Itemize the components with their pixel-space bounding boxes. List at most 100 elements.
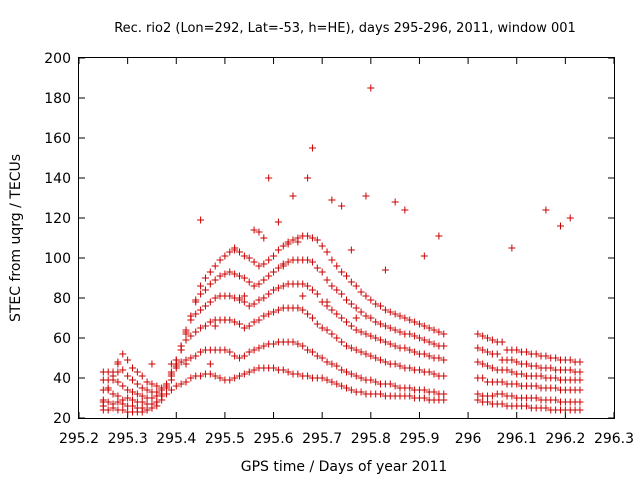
data-point [328,360,336,368]
y-tick: 160 [44,131,614,147]
data-point [114,398,122,406]
data-point [206,298,214,306]
data-point [537,372,545,380]
data-point [386,340,394,348]
data-point [430,326,438,334]
data-point [133,390,141,398]
data-point [508,392,516,400]
data-point [245,368,253,376]
data-point [333,286,341,294]
data-point [299,280,307,288]
data-point [138,392,146,400]
data-point [109,400,117,408]
data-point [284,258,292,266]
data-point [187,312,195,320]
data-point [542,404,550,412]
data-point [474,344,482,352]
data-point [323,276,331,284]
data-point [260,294,268,302]
y-tick-label: 100 [44,251,71,267]
data-point [576,386,584,394]
data-point [362,192,370,200]
data-point [216,374,224,382]
data-point [109,376,117,384]
axis-ticks: 295.2 295.3 295.4 295.5 295.6 295.7 295.8 295.9… [44,51,634,447]
data-point [308,258,316,266]
data-point [133,380,141,388]
data-point [245,254,253,262]
data-point [547,364,555,372]
data-point [479,346,487,354]
data-point [299,306,307,314]
data-point [172,382,180,390]
data-point [265,290,273,298]
data-point [265,272,273,280]
data-point [391,382,399,390]
data-point [308,286,316,294]
data-point [576,398,584,406]
data-point [343,384,350,392]
data-point [479,332,487,340]
y-tick-label: 120 [44,211,71,227]
data-point [352,304,360,312]
data-point [508,244,516,252]
data-point [240,298,248,306]
data-point [197,306,205,314]
data-point [279,262,287,270]
data-point [552,384,560,392]
x-tick-label: 295.7 [302,431,342,447]
data-point [367,332,375,340]
data-point [216,272,224,280]
data-point [338,268,346,276]
data-point [104,386,112,394]
x-tick-label: 295.9 [399,431,439,447]
data-point [484,334,492,342]
data-point [343,368,350,376]
data-point [313,320,321,328]
data-point [274,284,282,292]
data-point [197,372,205,380]
data-point [119,406,127,414]
data-point [289,236,297,244]
y-tick-label: 20 [53,411,71,427]
data-point [338,290,346,298]
data-point [420,336,428,344]
data-point [372,378,380,386]
data-point [294,370,302,378]
data-point [250,226,258,234]
data-point [192,296,200,304]
data-point [352,372,360,380]
data-point [367,376,375,384]
chart-title: Rec. rio2 (Lon=292, Lat=-53, h=HE), days… [114,21,576,36]
data-point [313,290,321,298]
data-point [328,330,336,338]
data-point [182,336,190,344]
data-point [197,216,205,224]
data-point [167,360,175,368]
data-point [148,380,156,388]
data-point [391,310,399,318]
data-point [124,372,132,380]
data-point [114,358,122,366]
data-point [221,346,229,354]
data-point [129,364,136,372]
data-point [367,314,375,322]
data-point [294,304,302,312]
data-point [206,370,214,378]
x-tick: 295.6 [253,58,294,447]
data-point [167,386,175,394]
data-point [420,350,428,358]
data-point [201,274,209,282]
data-point [474,396,482,404]
data-point [381,266,389,274]
data-point [406,392,414,400]
data-point [260,260,268,268]
data-point [488,336,496,344]
data-point [236,248,243,256]
data-point [260,234,268,242]
data-point [362,330,370,338]
data-point [425,338,433,346]
x-tick: 296.1 [497,58,537,447]
data-point [304,346,312,354]
data-point [323,326,331,334]
